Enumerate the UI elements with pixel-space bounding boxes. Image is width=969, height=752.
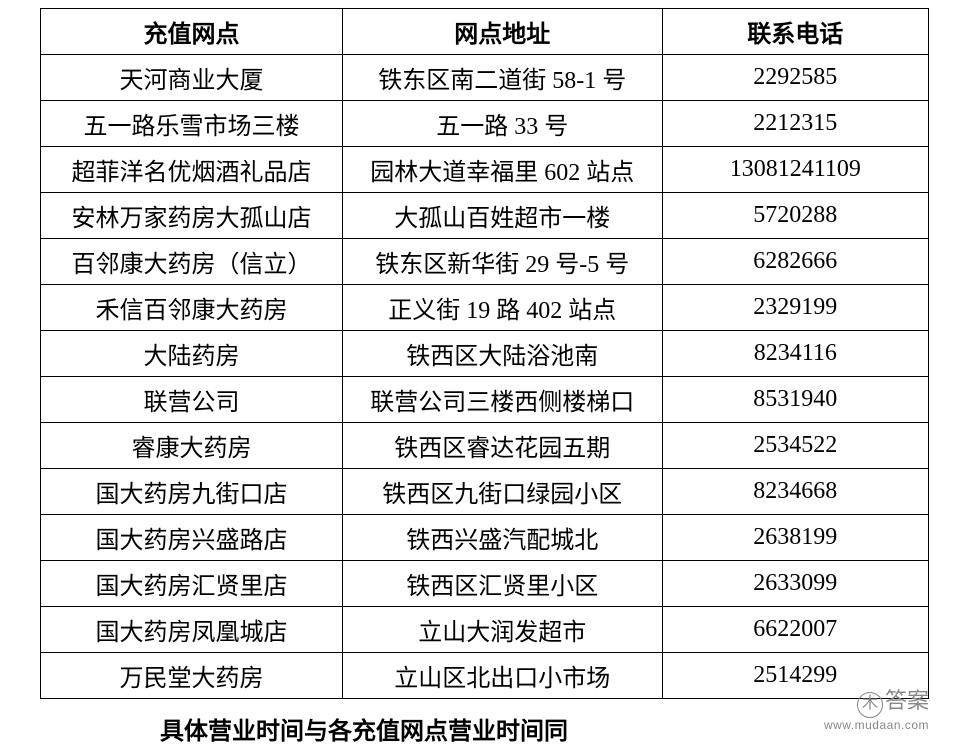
cell-address: 立山区北出口小市场 <box>342 653 662 699</box>
table-row: 超菲洋名优烟酒礼品店 园林大道幸福里 602 站点 13081241109 <box>41 147 929 193</box>
recharge-locations-table: 充值网点 网点地址 联系电话 天河商业大厦 铁东区南二道街 58-1 号 229… <box>40 8 929 699</box>
cell-name: 国大药房九街口店 <box>41 469 343 515</box>
cell-address: 铁东区新华街 29 号-5 号 <box>342 239 662 285</box>
table-row: 睿康大药房 铁西区睿达花园五期 2534522 <box>41 423 929 469</box>
cell-address: 大孤山百姓超市一楼 <box>342 193 662 239</box>
table-header-row: 充值网点 网点地址 联系电话 <box>41 9 929 55</box>
cell-phone: 5720288 <box>662 193 928 239</box>
cell-phone: 2534522 <box>662 423 928 469</box>
footer-note: 具体营业时间与各充值网点营业时间同 <box>40 711 929 746</box>
cell-address: 铁西区九街口绿园小区 <box>342 469 662 515</box>
watermark-text: 答案 <box>885 688 929 713</box>
cell-phone: 2292585 <box>662 55 928 101</box>
table-row: 五一路乐雪市场三楼 五一路 33 号 2212315 <box>41 101 929 147</box>
cell-name: 禾信百邻康大药房 <box>41 285 343 331</box>
watermark-logo: 木答案 <box>824 683 929 718</box>
cell-address: 立山大润发超市 <box>342 607 662 653</box>
cell-address: 铁西兴盛汽配城北 <box>342 515 662 561</box>
cell-address: 铁西区睿达花园五期 <box>342 423 662 469</box>
cell-phone: 2212315 <box>662 101 928 147</box>
header-location-address: 网点地址 <box>342 9 662 55</box>
cell-name: 国大药房汇贤里店 <box>41 561 343 607</box>
cell-name: 大陆药房 <box>41 331 343 377</box>
table-body: 天河商业大厦 铁东区南二道街 58-1 号 2292585 五一路乐雪市场三楼 … <box>41 55 929 699</box>
cell-address: 五一路 33 号 <box>342 101 662 147</box>
cell-name: 五一路乐雪市场三楼 <box>41 101 343 147</box>
cell-address: 铁东区南二道街 58-1 号 <box>342 55 662 101</box>
cell-phone: 8531940 <box>662 377 928 423</box>
cell-address: 园林大道幸福里 602 站点 <box>342 147 662 193</box>
table-row: 联营公司 联营公司三楼西侧楼梯口 8531940 <box>41 377 929 423</box>
table-row: 安林万家药房大孤山店 大孤山百姓超市一楼 5720288 <box>41 193 929 239</box>
cell-address: 铁西区大陆浴池南 <box>342 331 662 377</box>
cell-phone: 2633099 <box>662 561 928 607</box>
table-row: 国大药房九街口店 铁西区九街口绿园小区 8234668 <box>41 469 929 515</box>
cell-name: 国大药房凤凰城店 <box>41 607 343 653</box>
cell-phone: 6282666 <box>662 239 928 285</box>
cell-name: 睿康大药房 <box>41 423 343 469</box>
cell-name: 超菲洋名优烟酒礼品店 <box>41 147 343 193</box>
table-row: 禾信百邻康大药房 正义街 19 路 402 站点 2329199 <box>41 285 929 331</box>
table-row: 国大药房兴盛路店 铁西兴盛汽配城北 2638199 <box>41 515 929 561</box>
cell-phone: 13081241109 <box>662 147 928 193</box>
table-row: 国大药房凤凰城店 立山大润发超市 6622007 <box>41 607 929 653</box>
cell-phone: 2638199 <box>662 515 928 561</box>
table-row: 天河商业大厦 铁东区南二道街 58-1 号 2292585 <box>41 55 929 101</box>
cell-name: 国大药房兴盛路店 <box>41 515 343 561</box>
watermark-url: www.mudaan.com <box>824 718 929 732</box>
cell-name: 万民堂大药房 <box>41 653 343 699</box>
cell-phone: 6622007 <box>662 607 928 653</box>
cell-phone: 2329199 <box>662 285 928 331</box>
cell-address: 联营公司三楼西侧楼梯口 <box>342 377 662 423</box>
table-row: 万民堂大药房 立山区北出口小市场 2514299 <box>41 653 929 699</box>
cell-phone: 8234116 <box>662 331 928 377</box>
table-row: 国大药房汇贤里店 铁西区汇贤里小区 2633099 <box>41 561 929 607</box>
table-row: 百邻康大药房（信立） 铁东区新华街 29 号-5 号 6282666 <box>41 239 929 285</box>
cell-name: 百邻康大药房（信立） <box>41 239 343 285</box>
cell-name: 天河商业大厦 <box>41 55 343 101</box>
header-phone: 联系电话 <box>662 9 928 55</box>
table-row: 大陆药房 铁西区大陆浴池南 8234116 <box>41 331 929 377</box>
watermark-icon: 木 <box>857 692 883 718</box>
cell-name: 安林万家药房大孤山店 <box>41 193 343 239</box>
cell-address: 铁西区汇贤里小区 <box>342 561 662 607</box>
cell-address: 正义街 19 路 402 站点 <box>342 285 662 331</box>
cell-name: 联营公司 <box>41 377 343 423</box>
header-location-name: 充值网点 <box>41 9 343 55</box>
cell-phone: 8234668 <box>662 469 928 515</box>
watermark: 木答案 www.mudaan.com <box>824 683 929 732</box>
